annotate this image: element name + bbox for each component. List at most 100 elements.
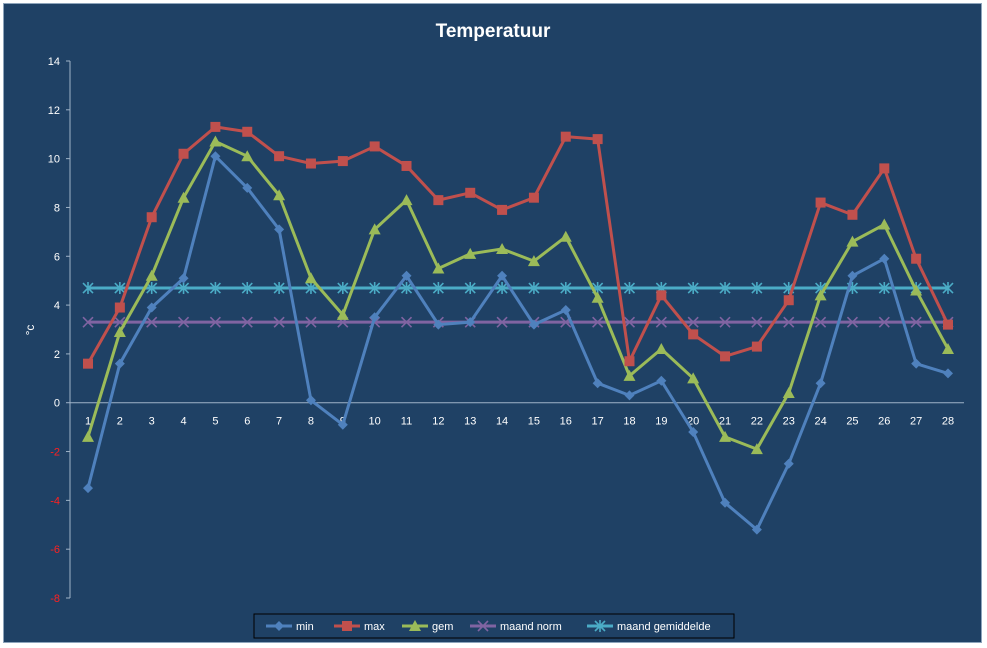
data-point (720, 351, 731, 362)
data-point (337, 419, 348, 430)
data-point (113, 325, 126, 337)
data-point (401, 160, 412, 171)
data-point (82, 282, 94, 295)
data-point (528, 192, 539, 203)
data-point (177, 316, 190, 328)
x-tick-label: 15 (528, 416, 540, 428)
data-point (624, 390, 635, 401)
data-point (878, 218, 891, 230)
data-point (943, 368, 953, 379)
data-point (336, 308, 349, 320)
data-point (814, 289, 827, 301)
x-tick-label: 10 (369, 416, 381, 428)
axes (69, 61, 964, 598)
data-point (432, 282, 444, 295)
x-tick-labels: 1234567891011121314151617181920212223242… (85, 416, 954, 428)
legend-marker (594, 620, 606, 632)
legend-entry: max (334, 621, 385, 633)
data-point (145, 269, 158, 281)
data-point (592, 134, 603, 145)
data-point (305, 395, 316, 406)
series-maand-gemiddelde (82, 282, 954, 295)
y-tick-label: -4 (50, 495, 60, 507)
data-point (273, 189, 286, 201)
x-tick-label: 22 (751, 416, 763, 428)
legend-marker (274, 621, 284, 631)
data-point (623, 369, 636, 381)
data-point (910, 284, 923, 296)
legend-entry: maand norm (470, 620, 562, 633)
data-point (687, 372, 700, 384)
data-point (656, 375, 667, 386)
data-point (942, 282, 954, 295)
data-point (274, 224, 285, 235)
x-tick-label: 16 (560, 416, 572, 428)
data-point (878, 316, 890, 328)
y-tick-label: 0 (54, 398, 60, 410)
data-point (528, 282, 540, 295)
x-tick-label: 1 (85, 416, 91, 428)
data-point (910, 316, 922, 328)
series-line (86, 125, 950, 365)
data-point (878, 282, 890, 295)
data-point (304, 272, 317, 284)
legend-entry: maand gemiddelde (587, 620, 711, 633)
x-tick-label: 26 (878, 416, 890, 428)
x-tick-label: 14 (496, 416, 508, 428)
x-tick-label: 19 (655, 416, 667, 428)
data-point (146, 302, 157, 313)
data-point (751, 524, 762, 535)
data-point (688, 427, 699, 438)
data-point (305, 282, 317, 295)
series-max (83, 121, 953, 369)
series-line (86, 154, 949, 532)
y-axis-label: °c (23, 325, 37, 336)
x-tick-label: 27 (910, 416, 922, 428)
x-tick-label: 17 (592, 416, 604, 428)
x-tick-label: 4 (180, 416, 186, 428)
legend-label: min (296, 621, 314, 633)
data-point (687, 316, 699, 328)
data-point (464, 247, 477, 259)
y-tick-label: -8 (50, 593, 60, 605)
data-point (624, 356, 635, 367)
data-point (687, 282, 699, 295)
data-point (241, 282, 253, 295)
data-point (496, 242, 509, 254)
data-point (465, 317, 476, 328)
series-line (86, 140, 950, 451)
x-tick-label: 3 (149, 416, 155, 428)
data-point (750, 443, 763, 455)
data-point (719, 430, 732, 442)
data-point (337, 282, 349, 295)
data-point (496, 282, 508, 295)
data-point (528, 319, 539, 330)
data-point (783, 458, 794, 469)
data-point (464, 282, 476, 295)
x-tick-label: 5 (212, 416, 218, 428)
x-tick-label: 8 (308, 416, 314, 428)
legend-marker (477, 620, 489, 632)
x-tick-label: 2 (117, 416, 123, 428)
data-point (688, 329, 699, 340)
data-point (83, 358, 93, 369)
y-tick-label: 14 (48, 56, 60, 68)
data-point (815, 316, 827, 328)
data-point (337, 156, 348, 167)
data-point (82, 430, 94, 442)
data-point (273, 282, 285, 295)
data-point (720, 497, 731, 508)
y-tick-label: 4 (54, 300, 60, 312)
data-point (178, 148, 189, 159)
data-point (400, 316, 413, 328)
series-maand-norm (82, 316, 954, 328)
x-tick-label: 21 (719, 416, 731, 428)
data-point (369, 282, 381, 295)
data-point (83, 483, 93, 494)
data-point (623, 316, 636, 328)
data-point (560, 282, 572, 295)
y-tick-label: -6 (50, 544, 60, 556)
y-tick-label: 12 (48, 105, 60, 117)
data-point (782, 386, 795, 398)
legend-label: maand norm (500, 621, 562, 633)
